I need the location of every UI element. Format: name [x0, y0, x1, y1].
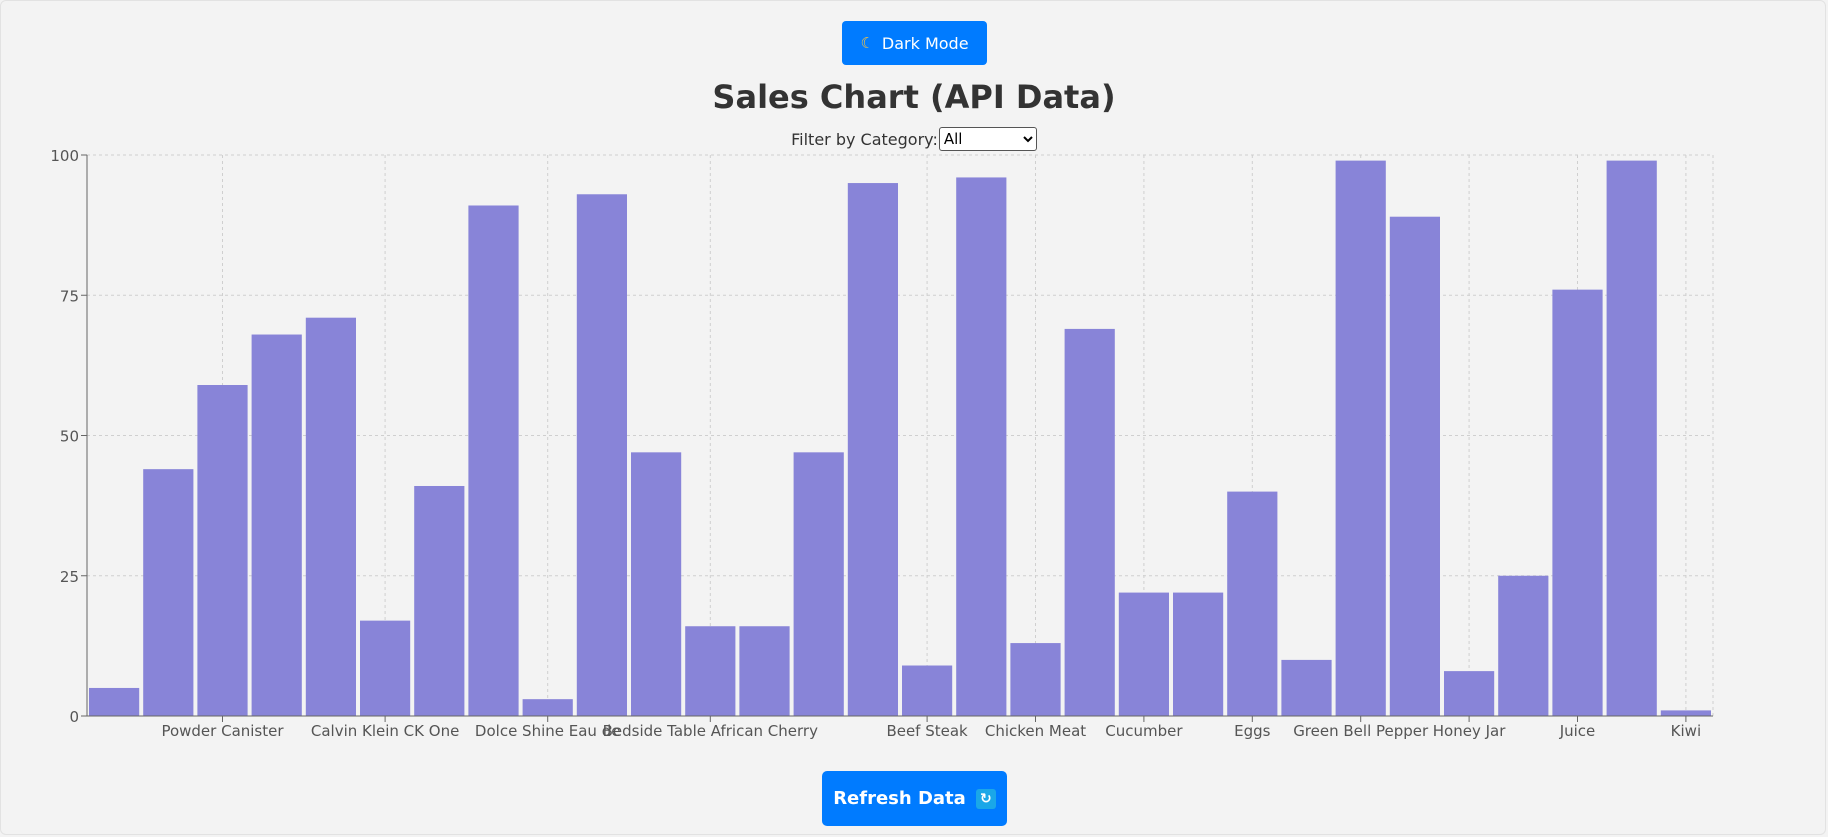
filter-label: Filter by Category:: [791, 129, 938, 149]
bar: [631, 452, 682, 716]
x-tick-label: Calvin Klein CK One: [311, 722, 459, 740]
x-tick-label: Eggs: [1234, 722, 1271, 740]
bar: [89, 687, 140, 716]
bar: [1552, 289, 1603, 716]
bar: [414, 485, 465, 716]
sales-bar-chart: 0 25 50 75 100 Powder Canister Calvin Klein CK…: [50, 147, 1714, 740]
bar: [1498, 575, 1549, 716]
refresh-data-button[interactable]: Refresh Data ↻: [822, 771, 1007, 826]
x-tick-label: Cucumber: [1105, 722, 1183, 740]
bar: [468, 205, 519, 717]
bar: [305, 317, 356, 716]
x-tick-label: Green Bell Pepper: [1293, 722, 1429, 740]
y-tick-label: 50: [60, 428, 79, 446]
x-tick-label: Bedside Table African Cherry: [603, 722, 818, 740]
bar: [143, 469, 194, 716]
page-title: Sales Chart (API Data): [712, 78, 1116, 116]
y-tick-label: 0: [69, 708, 79, 726]
bar: [360, 620, 411, 716]
bar: [1118, 592, 1169, 716]
x-tick-label: Beef Steak: [886, 722, 968, 740]
y-tick-label: 75: [60, 287, 79, 305]
bar: [1281, 659, 1332, 716]
bar: [739, 626, 790, 716]
bar: [1010, 643, 1061, 716]
x-tick-label: Juice: [1559, 722, 1596, 740]
category-filter: Filter by Category: All: [0, 126, 1828, 152]
bar: [1444, 671, 1495, 716]
x-tick-label: Chicken Meat: [985, 722, 1086, 740]
x-tick-label: Honey Jar: [1433, 722, 1506, 740]
x-tick-label: Kiwi: [1671, 722, 1701, 740]
bar: [1606, 160, 1657, 717]
bar: [1335, 160, 1386, 717]
bar: [576, 194, 627, 716]
bar: [251, 334, 302, 716]
dark-mode-label: Dark Mode: [881, 33, 969, 53]
bar: [1064, 328, 1115, 716]
bar: [1660, 710, 1711, 716]
y-tick-label: 100: [50, 147, 79, 165]
dark-mode-button[interactable]: ☾ Dark Mode: [842, 21, 987, 65]
bar: [1227, 491, 1278, 716]
bar: [793, 452, 844, 716]
moon-icon: ☾: [860, 34, 874, 52]
bar: [685, 626, 736, 716]
bar: [1173, 592, 1224, 716]
refresh-icon: ↻: [975, 788, 996, 809]
bar: [1389, 216, 1440, 716]
x-tick-label: Dolce Shine Eau de: [475, 722, 621, 740]
bar: [522, 699, 573, 716]
bar: [847, 183, 898, 717]
bar: [956, 177, 1007, 716]
y-tick-label: 25: [60, 568, 79, 586]
bar: [902, 665, 953, 716]
refresh-label: Refresh Data: [833, 788, 966, 809]
category-select[interactable]: All: [938, 127, 1037, 151]
x-tick-label: Powder Canister: [161, 722, 284, 740]
bar: [197, 385, 248, 716]
